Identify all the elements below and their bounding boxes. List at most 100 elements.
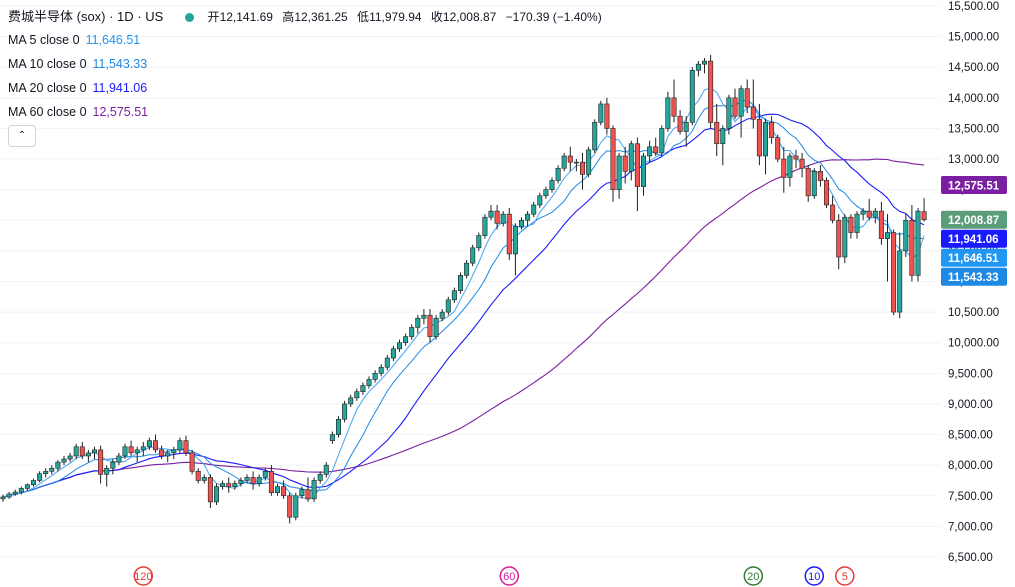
candle-body [769,122,775,138]
candle-body [159,449,165,457]
candle [512,223,518,276]
candle [903,214,909,258]
candle-body [403,336,409,344]
candle [616,152,622,199]
ma5-legend[interactable]: MA 5 close 0 11,646.51 [8,33,140,47]
candle-body [689,69,695,123]
candle [799,152,805,178]
candle [482,214,488,239]
candle-body [189,452,195,472]
candle-body [433,317,439,337]
candle-body [415,317,421,328]
candle-body [214,486,220,503]
candle-body [457,275,463,291]
candle [732,88,738,120]
candle-body [24,484,30,489]
ma10-legend[interactable]: MA 10 close 0 11,543.33 [8,57,147,71]
candle-body [220,483,226,487]
ma10-value: 11,543.33 [92,57,148,71]
candle-body [525,213,531,221]
candle-body [366,379,372,386]
candle [128,440,134,456]
candle-body [226,483,232,487]
candle-body [92,449,98,454]
candle [689,67,695,126]
candle-body [677,115,683,132]
candle [610,125,616,202]
ma60-legend[interactable]: MA 60 close 0 12,575.51 [8,105,148,119]
y-tick-label: 10,500.00 [948,307,999,319]
candle-body [915,210,921,276]
time-marker-icon [133,566,154,586]
candle-body [799,158,805,169]
candle [744,79,750,114]
y-tick-label: 7,500.00 [948,491,993,503]
candle [403,333,409,346]
candle-body [372,373,378,380]
candle [756,103,762,166]
candle [104,465,110,487]
symbol-title[interactable]: 费城半导体 (sox) · 1D · US [8,9,164,24]
candle-body [531,204,537,215]
candle [470,244,476,267]
candle [226,477,232,493]
candle-body [500,213,506,224]
candle [256,474,262,487]
candle-body [897,250,903,313]
ma10-line [2,99,925,498]
time-marker-icon [743,566,764,586]
candle-body [537,195,543,206]
candle [140,441,146,456]
candle-body [79,446,85,457]
candle [762,119,768,175]
candle-body [244,477,250,481]
candle [396,339,402,352]
candle-body [427,314,433,337]
candle-body [543,189,549,197]
candle-body [756,118,762,157]
candle-body [787,155,793,178]
candle [775,134,781,163]
candle [305,477,311,502]
candle [85,449,91,463]
candle-body [891,232,897,313]
candle-body [12,491,18,495]
ma5-line [2,87,925,501]
candle-body [555,167,561,181]
candle-body [201,477,207,481]
ohlc-readout: 开12,141.69 高12,361.25 低11,979.94 收12,008… [208,10,602,24]
candle [433,315,439,340]
candle-body [55,461,61,469]
ma5-label: MA 5 close 0 [8,33,80,47]
candle-body [128,446,134,454]
candle [323,462,329,478]
y-tick-label: 13,500.00 [948,123,999,135]
ma20-legend[interactable]: MA 20 close 0 11,941.06 [8,81,147,95]
candle-body [98,449,104,475]
candle-body [140,446,146,451]
candle [848,214,854,239]
candle-body [854,213,860,233]
candle-body [592,122,598,151]
candle [793,149,799,169]
candle [439,309,445,322]
candle [18,486,24,495]
y-tick-label: 15,500.00 [948,1,999,13]
candle [805,165,811,202]
candle [787,152,793,187]
candle [897,232,903,319]
collapse-legend-button[interactable]: ⌃ [8,125,36,147]
candle [92,446,98,460]
candle-body [884,232,890,239]
candle [244,474,250,484]
candle [695,61,701,77]
candle-body [701,60,707,65]
candle-body [274,486,280,494]
y-tick-label: 6,500.00 [948,552,993,564]
candle [6,492,12,499]
chart-header: 费城半导体 (sox) · 1D · US 开12,141.69 高12,361… [8,6,602,25]
time-marker-label: 20 [747,571,759,583]
candle-body [153,440,159,451]
time-marker-icon [804,566,825,586]
